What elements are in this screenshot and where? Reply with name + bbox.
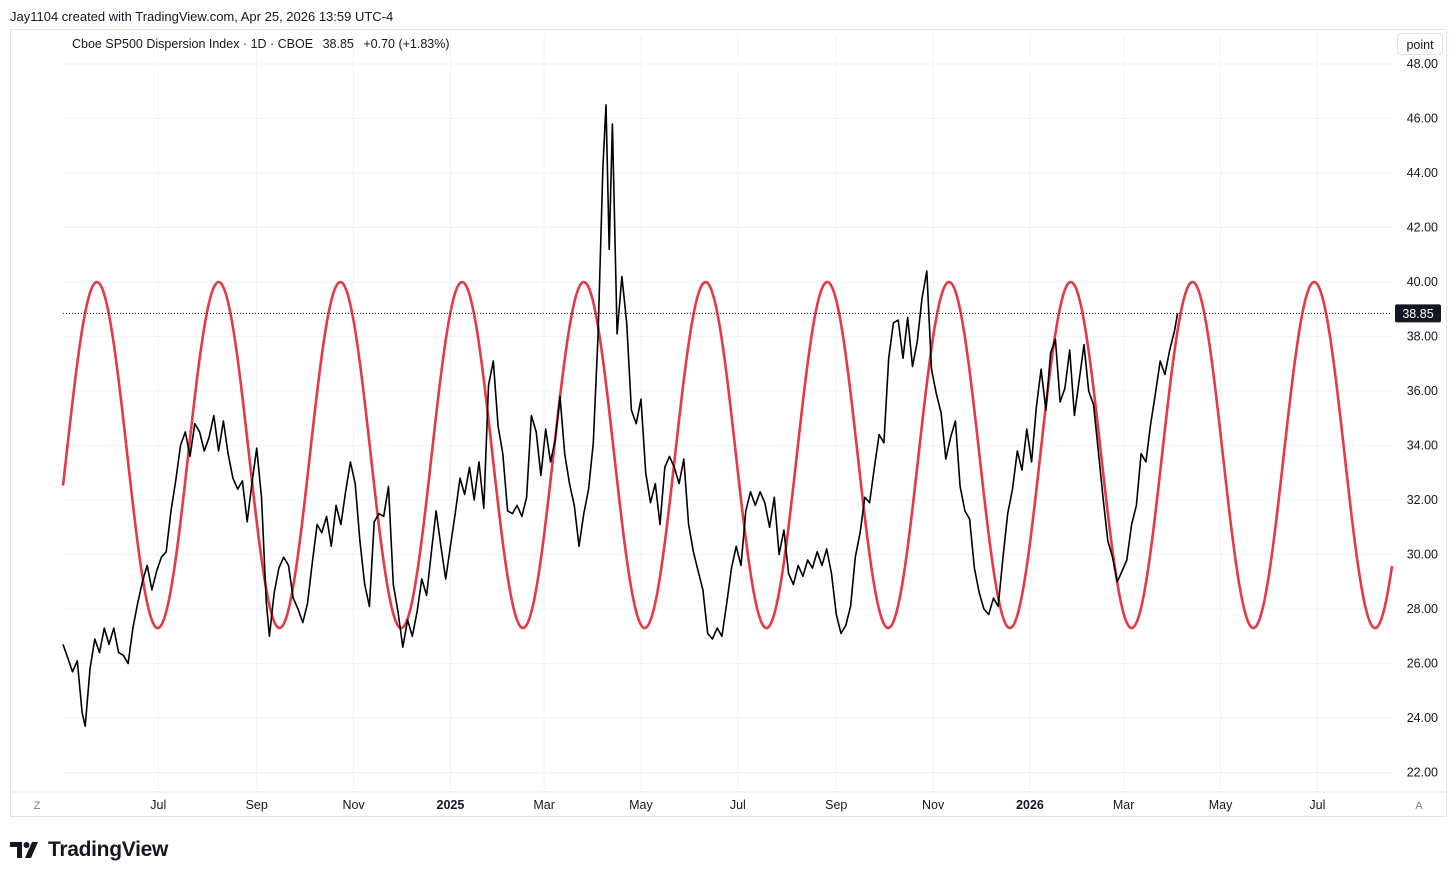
time-tick-label: May: [1209, 798, 1233, 812]
price-tick-label: 22.00: [1407, 766, 1438, 780]
time-tick-label: Sep: [246, 798, 268, 812]
price-tick-label: 32.00: [1407, 493, 1438, 507]
time-tick-label: Nov: [922, 798, 945, 812]
price-tick-label: 40.00: [1407, 275, 1438, 289]
price-tick-label: 30.00: [1407, 548, 1438, 562]
time-tick-label: Sep: [825, 798, 847, 812]
price-tick-label: 38.00: [1407, 330, 1438, 344]
last-price-value: 38.85: [1402, 307, 1433, 321]
time-tick-label: Mar: [1113, 798, 1135, 812]
price-tick-label: 48.00: [1407, 57, 1438, 71]
price-tick-label: 42.00: [1407, 221, 1438, 235]
time-tick-label: Jul: [1309, 798, 1325, 812]
price-axis: 48.00 46.00 44.00 42.00 40.00 38.00 36.00 34.00…: [1407, 57, 1438, 780]
dispersion-line: [62, 104, 1179, 727]
time-axis: Jul Sep Nov 2025 Mar May Jul Sep Nov 2026 Mar May Ju…: [150, 798, 1325, 812]
time-tick-label: May: [629, 798, 653, 812]
cycle-line: [61, 280, 1394, 630]
symbol-legend[interactable]: Cboe SP500 Dispersion Index · 1D · CBOE …: [72, 37, 456, 51]
unit-button[interactable]: point: [1397, 33, 1443, 55]
brand-name: TradingView: [48, 838, 169, 861]
legend-change: +0.70 (+1.83%): [363, 37, 450, 51]
price-tick-label: 46.00: [1407, 112, 1438, 126]
time-tick-label: Jul: [730, 798, 746, 812]
legend-symbol: Cboe SP500 Dispersion Index · 1D · CBOE: [72, 37, 314, 51]
auto-zoom-button[interactable]: Z: [34, 800, 41, 812]
price-tick-label: 26.00: [1407, 657, 1438, 671]
grid-lines: [63, 35, 1392, 790]
time-tick-label: Mar: [533, 798, 555, 812]
legend-price: 38.85: [322, 37, 354, 51]
time-tick-label: 2026: [1016, 798, 1044, 812]
chart-pane[interactable]: [10, 29, 1447, 817]
price-series: [62, 104, 1179, 727]
time-tick-label: Jul: [150, 798, 166, 812]
time-tick-label: 2025: [437, 798, 465, 812]
last-price-label: 38.85: [1395, 304, 1441, 323]
time-tick-label: Nov: [342, 798, 365, 812]
price-tick-label: 36.00: [1407, 384, 1438, 398]
cycle-series: [61, 280, 1394, 630]
price-tick-label: 24.00: [1407, 711, 1438, 725]
auto-scale-button[interactable]: A: [1415, 800, 1423, 812]
price-tick-label: 34.00: [1407, 439, 1438, 453]
price-tick-label: 44.00: [1407, 166, 1438, 180]
tradingview-logo: TradingView: [10, 838, 168, 862]
chart-credit: Jay1104 created with TradingView.com, Ap…: [10, 9, 394, 24]
last-price-badge: [1395, 304, 1441, 323]
tradingview-icon: [10, 842, 38, 858]
price-tick-label: 28.00: [1407, 602, 1438, 616]
